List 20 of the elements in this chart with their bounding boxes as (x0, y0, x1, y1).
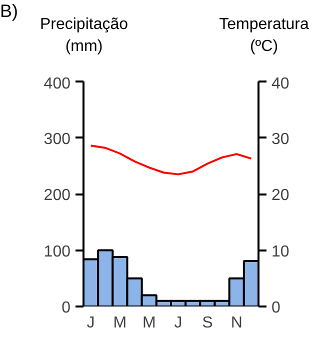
x-tick-label: S (202, 314, 213, 332)
line-series (90, 144, 252, 176)
y2-tick-label: 10 (272, 243, 290, 260)
y2-tick-label: 20 (272, 187, 290, 204)
y-tick-label: 100 (44, 243, 71, 260)
x-tick-label: M (142, 314, 156, 332)
y-tick-label: 200 (44, 187, 71, 204)
y2-tick-label: 40 (272, 76, 290, 92)
y2-tick-label: 30 (272, 130, 290, 148)
y-tick-label: 400 (44, 76, 71, 92)
y2-axis-title: Temperatura (ºC) (219, 15, 309, 57)
x-tick-label: J (174, 314, 182, 332)
x-tick-label: N (230, 314, 242, 332)
x-tick-label: J (86, 314, 95, 332)
x-tick-label: M (113, 314, 127, 332)
y-tick-label: 300 (44, 130, 71, 148)
y-axis-title: Precipitação (mm) (40, 15, 128, 57)
chart-title: B) (0, 0, 18, 22)
y2-tick-label: 0 (272, 300, 280, 316)
y-tick-label: 0 (62, 300, 71, 316)
